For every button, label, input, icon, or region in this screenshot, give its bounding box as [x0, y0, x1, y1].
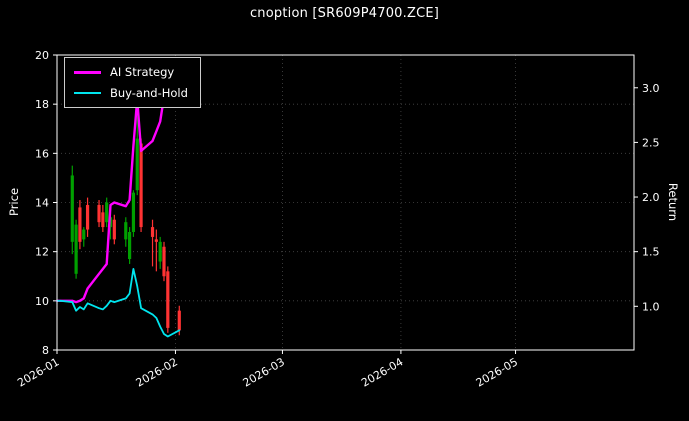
y-axis-label-price: Price — [7, 187, 21, 217]
candle-body-up — [70, 175, 74, 242]
date-tick-label: 2026-04 — [359, 355, 405, 389]
price-tick-label: 12 — [35, 246, 49, 259]
date-tick-label: 2026-01 — [15, 355, 61, 389]
ai-strategy-line-swatch — [74, 70, 101, 74]
candle-body-up — [74, 224, 78, 274]
return-tick-label: 1.0 — [642, 300, 660, 313]
legend: AI Strategy Buy-and-Hold — [64, 57, 201, 108]
candle-body-down — [154, 239, 158, 242]
plot-frame — [56, 54, 635, 351]
price-tick-label: 14 — [35, 197, 49, 210]
candle-body-up — [105, 202, 109, 223]
return-tick-label: 2.5 — [642, 136, 660, 149]
price-tick-label: 20 — [35, 49, 49, 62]
candle-body-up — [82, 229, 86, 240]
price-tick-label: 8 — [42, 344, 49, 357]
return-tick-label: 3.0 — [642, 82, 660, 95]
candle-body-down — [112, 219, 116, 240]
candle-body-down — [162, 246, 166, 277]
price-tick-label: 10 — [35, 295, 49, 308]
legend-entry-ai-strategy: AI Strategy — [74, 65, 188, 79]
line-buy-and-hold — [56, 267, 181, 338]
chart-title: cnoption [SR609P4700.ZCE] — [249, 6, 440, 21]
legend-label: AI Strategy — [110, 65, 175, 79]
candle-body-up — [124, 222, 128, 240]
return-tick-label: 2.0 — [642, 191, 660, 204]
candle-body-up — [131, 192, 136, 232]
candle-body-up — [158, 241, 162, 262]
line-ai-strategy — [55, 93, 181, 304]
candle-body-down — [97, 204, 101, 223]
candle-body-down — [166, 271, 170, 328]
price-tick-label: 16 — [35, 147, 49, 160]
candlesticks — [70, 99, 181, 336]
legend-label: Buy-and-Hold — [110, 86, 188, 100]
candle-body-up — [128, 232, 132, 260]
buy-and-hold-line-swatch — [74, 92, 101, 94]
candle-body-down — [139, 143, 143, 228]
candle-body-down — [101, 212, 105, 228]
candle-body-down — [150, 227, 155, 237]
candle-body-up — [135, 138, 139, 191]
candle-body-down — [78, 207, 82, 242]
legend-entry-buy-and-hold: Buy-and-Hold — [74, 86, 188, 100]
date-tick-label: 2026-03 — [241, 355, 287, 389]
return-tick-label: 1.5 — [642, 246, 660, 259]
date-tick-label: 2026-02 — [134, 355, 180, 389]
price-tick-label: 18 — [35, 98, 49, 111]
date-tick-label: 2026-05 — [474, 355, 520, 389]
candle-body-down — [177, 310, 181, 331]
y-axis-label-return: Return — [666, 182, 680, 222]
candle-body-down — [85, 204, 90, 230]
